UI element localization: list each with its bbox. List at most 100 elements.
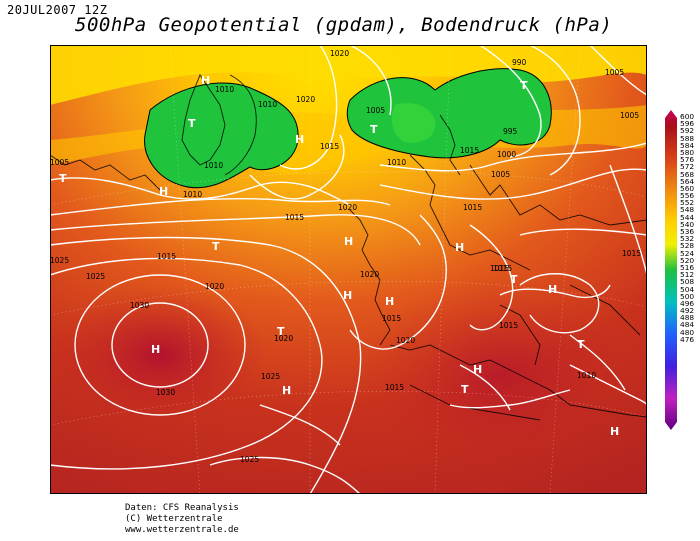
colorbar-tick-label: 520 bbox=[680, 255, 695, 265]
isobar-label: 1030 bbox=[130, 301, 149, 310]
colorbar-tick-label: 552 bbox=[680, 198, 695, 208]
isobar-label: 1010 bbox=[387, 158, 406, 167]
colorbar-tick-label: 508 bbox=[680, 277, 695, 287]
colorbar-tick-label: 560 bbox=[680, 183, 695, 193]
isobar-label: 1025 bbox=[240, 455, 259, 464]
pressure-marker: T bbox=[577, 338, 585, 351]
isobar-label: 1005 bbox=[620, 111, 639, 120]
isobar-label: 1020 bbox=[330, 49, 349, 58]
pressure-marker: H bbox=[455, 241, 464, 254]
isobar-label: 1025 bbox=[86, 272, 105, 281]
colorbar-tick-label: 592 bbox=[680, 126, 695, 136]
colorbar-tick-label: 532 bbox=[680, 234, 695, 244]
pressure-marker: H bbox=[344, 235, 353, 248]
colorbar-tick-label: 576 bbox=[680, 155, 695, 165]
pressure-marker: H bbox=[201, 74, 210, 87]
isobar-label: 1015 bbox=[285, 213, 304, 222]
colorbar-tick-label: 492 bbox=[680, 306, 695, 316]
colorbar-tick-label: 584 bbox=[680, 140, 695, 150]
isobar-label: 1005 bbox=[366, 106, 385, 115]
pressure-marker: H bbox=[151, 343, 160, 356]
isobar-label: 1015 bbox=[385, 383, 404, 392]
colorbar-tick-label: 476 bbox=[680, 334, 695, 344]
colorbar-tick-label: 480 bbox=[680, 327, 695, 337]
credit-line: (C) Wetterzentrale bbox=[125, 514, 223, 524]
colorbar-tick-label: 536 bbox=[680, 227, 695, 236]
colorbar-tick-label: 528 bbox=[680, 241, 695, 251]
isobar-label: 1015 bbox=[499, 321, 518, 330]
pressure-marker: H bbox=[610, 425, 619, 438]
colorbar-tick-label: 544 bbox=[680, 212, 695, 222]
weather-map: 1020 1010 1010 1020 1015 1005 1010 1010 … bbox=[50, 45, 647, 494]
colorbar-tick-label: 548 bbox=[680, 205, 695, 215]
isobar-label: 1015 bbox=[622, 249, 641, 258]
isobar-label: 1010 bbox=[577, 371, 596, 380]
isobar-label: 1015 bbox=[157, 252, 176, 261]
pressure-marker: T bbox=[188, 117, 196, 130]
pressure-marker: H bbox=[159, 185, 168, 198]
colorbar-tick-label: 516 bbox=[680, 262, 695, 272]
pressure-marker: T bbox=[59, 172, 67, 185]
isobar-label: 990 bbox=[512, 58, 527, 67]
colorbar-tick-label: 572 bbox=[680, 162, 695, 172]
isobar-label: 1005 bbox=[50, 158, 69, 167]
isobar-label: 1020 bbox=[338, 203, 357, 212]
color-scale-labels: 600 596 592 588 584 580 576 572 568 564 560 556 552 5… bbox=[680, 113, 694, 343]
colorbar-tick-label: 496 bbox=[680, 298, 695, 308]
isobar-label: 1000 bbox=[497, 150, 516, 159]
pressure-marker: T bbox=[212, 240, 220, 253]
isobar-label: 1010 bbox=[204, 161, 223, 170]
colorbar-tick-label: 556 bbox=[680, 191, 695, 201]
credit-line: Daten: CFS Reanalysis bbox=[125, 503, 239, 513]
isobar-label: 1015 bbox=[320, 142, 339, 151]
isobar-label: 1010 bbox=[183, 190, 202, 199]
isobar-label: 1015 bbox=[382, 314, 401, 323]
isobar-label: 1010 bbox=[215, 85, 234, 94]
date-label: 20JUL2007 12Z bbox=[7, 3, 108, 17]
isobar-label: 1020 bbox=[296, 95, 315, 104]
map-title: 500hPa Geopotential (gpdam), Bodendruck … bbox=[75, 14, 613, 36]
pressure-marker: T bbox=[520, 79, 528, 92]
pressure-marker: T bbox=[370, 123, 378, 136]
isobar-label: 1005 bbox=[605, 68, 624, 77]
isobar-label: 1010 bbox=[258, 100, 277, 109]
pressure-marker: H bbox=[295, 133, 304, 146]
isobar-label: 1025 bbox=[261, 372, 280, 381]
colorbar-tick-label: 540 bbox=[680, 219, 695, 229]
isobar-label: 995 bbox=[503, 127, 518, 136]
isobar-label: 1015 bbox=[463, 203, 482, 212]
isobar-label: 1020 bbox=[274, 334, 293, 343]
pressure-marker: H bbox=[473, 363, 482, 376]
colorbar-tick-label: 488 bbox=[680, 313, 695, 323]
colorbar-tick-label: 484 bbox=[680, 320, 695, 330]
credit-line: www.wetterzentrale.de bbox=[125, 525, 239, 535]
colorbar-tick-label: 524 bbox=[680, 248, 695, 258]
isobar-label: 1025 bbox=[50, 256, 69, 265]
colorbar-tick-label: 504 bbox=[680, 284, 695, 294]
isobar-label: 1020 bbox=[396, 336, 415, 345]
pressure-marker: T bbox=[461, 383, 469, 396]
pressure-marker: H bbox=[282, 384, 291, 397]
isobar-label: 1005 bbox=[491, 170, 510, 179]
colorbar-tick-label: 500 bbox=[680, 291, 695, 301]
isobar-label: 1020 bbox=[360, 270, 379, 279]
color-scale-bar bbox=[665, 110, 677, 430]
colorbar-tick-label: 596 bbox=[680, 119, 695, 129]
isobar-label: 1030 bbox=[156, 388, 175, 397]
colorbar-tick-label: 512 bbox=[680, 270, 695, 280]
pressure-marker: H bbox=[343, 289, 352, 302]
colorbar-tick-label: 568 bbox=[680, 169, 695, 179]
credits: Daten: CFS Reanalysis (C) Wetterzentrale… bbox=[125, 503, 239, 536]
pressure-marker: T bbox=[277, 325, 285, 338]
pressure-marker: H bbox=[548, 283, 557, 296]
isobar-label: 1015 bbox=[490, 264, 509, 273]
isobar-label: 1020 bbox=[205, 282, 224, 291]
colorbar-tick-label: 600 bbox=[680, 112, 695, 121]
colorbar-tick-label: 564 bbox=[680, 176, 695, 186]
pressure-marker: H bbox=[385, 295, 394, 308]
colorbar-tick-label: 588 bbox=[680, 133, 695, 143]
pressure-marker: T bbox=[510, 273, 518, 286]
colorbar-tick-label: 580 bbox=[680, 147, 695, 157]
isobar-label: 1015 bbox=[460, 146, 479, 155]
isobar-label: 1015 bbox=[493, 264, 512, 273]
